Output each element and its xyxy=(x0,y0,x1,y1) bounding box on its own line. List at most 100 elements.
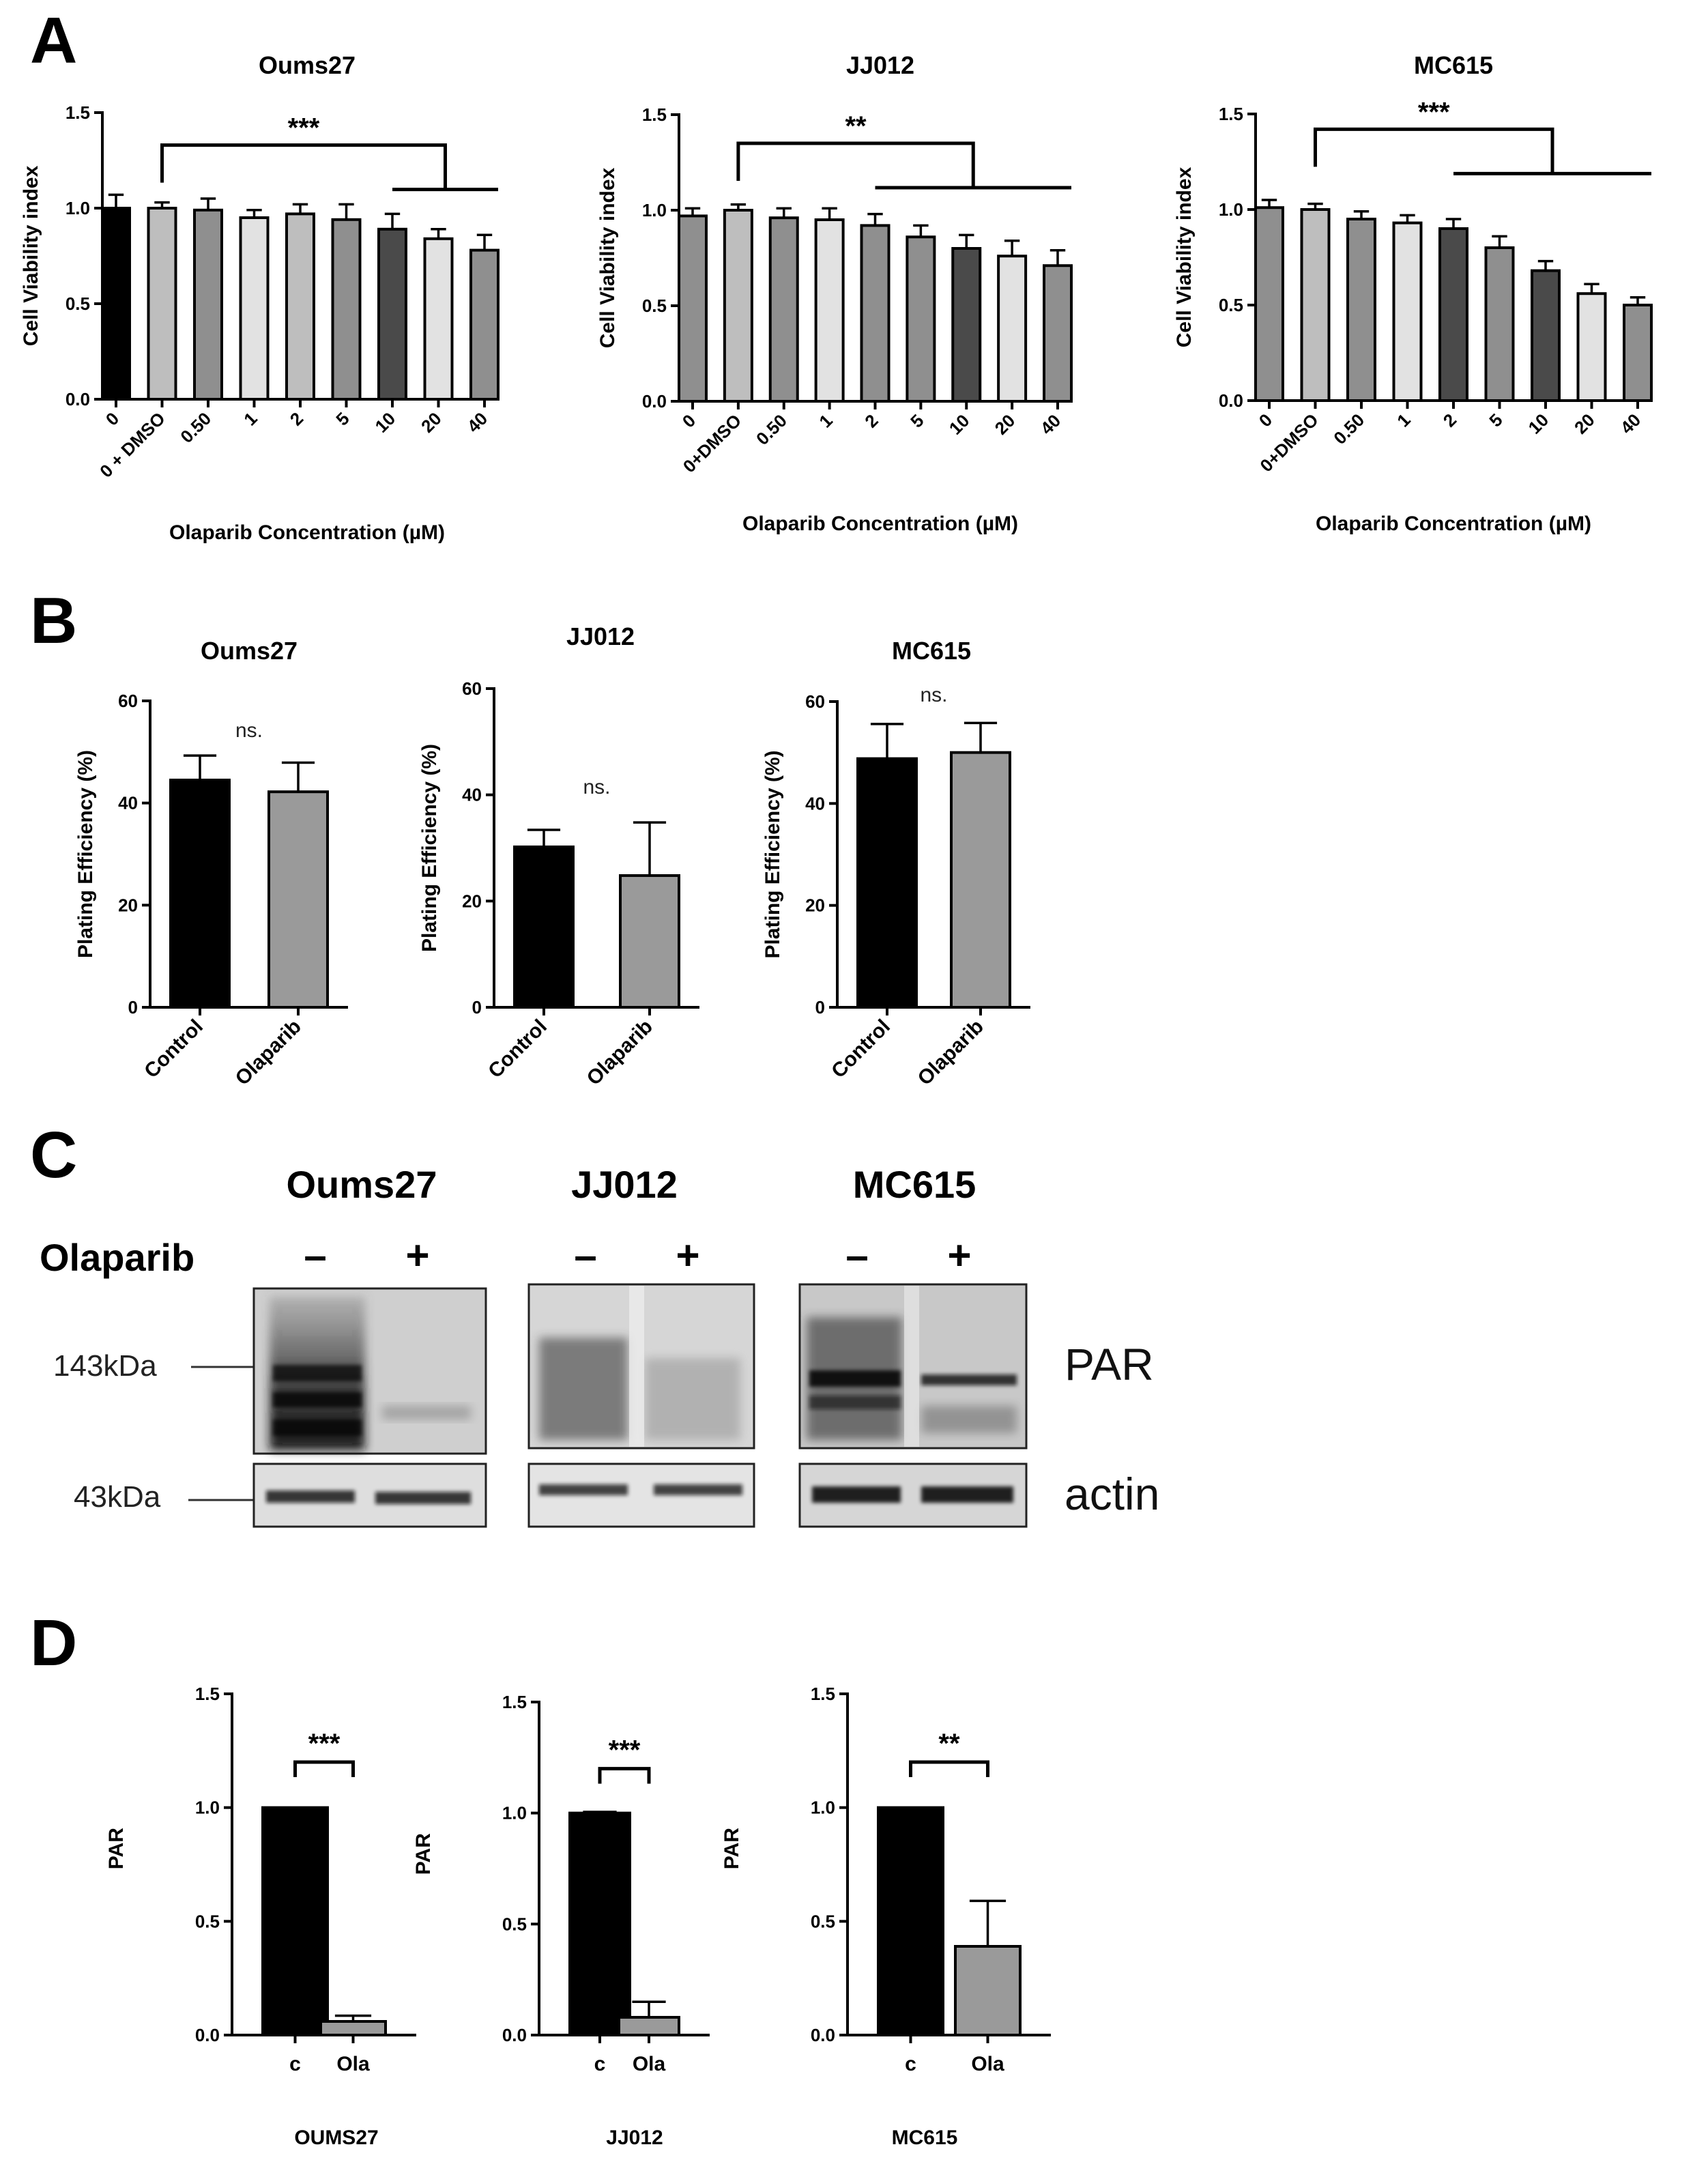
y-tick-label: 60 xyxy=(118,691,138,711)
y-tick-label: 1.5 xyxy=(195,1684,220,1704)
bar-20 xyxy=(423,237,454,401)
y-tick-label: 0.0 xyxy=(811,2025,835,2045)
lane-sign-plus: + xyxy=(676,1233,699,1278)
blot-actin-mc615 xyxy=(798,1462,1028,1528)
bar-c xyxy=(568,1811,631,2037)
y-tick-label: 40 xyxy=(462,785,482,805)
x-tick-label: 2 xyxy=(860,410,882,431)
bar-0.50 xyxy=(1346,218,1376,402)
x-tick-label: c xyxy=(594,2053,606,2075)
bar-Control xyxy=(169,778,231,1009)
x-axis-label: OUMS27 xyxy=(294,2127,378,2149)
bar-0+DMSO xyxy=(723,209,753,403)
bar-0 xyxy=(1254,206,1284,402)
x-tick-label: c xyxy=(905,2053,916,2075)
y-axis-label: PAR xyxy=(105,1828,128,1869)
x-tick-label: 10 xyxy=(1524,409,1553,438)
lane-sign-minus: – xyxy=(574,1233,596,1278)
ns-annotation: ns. xyxy=(583,776,610,798)
y-tick-label: 1.0 xyxy=(195,1798,220,1818)
bar-20 xyxy=(1576,292,1607,403)
x-tick-label: 1 xyxy=(1393,409,1414,431)
bar-10 xyxy=(1531,269,1561,402)
y-tick-label: 1.5 xyxy=(66,102,90,123)
y-tick-label: 0.0 xyxy=(502,2025,527,2045)
y-tick-label: 20 xyxy=(805,895,825,916)
x-axis-label: MC615 xyxy=(892,2127,958,2149)
significance-stars: ** xyxy=(845,111,867,141)
bar-1 xyxy=(814,218,845,403)
bar-40 xyxy=(1043,264,1073,403)
lane-sign-plus: + xyxy=(405,1233,429,1278)
y-tick-label: 60 xyxy=(462,678,482,699)
bar-10 xyxy=(951,247,982,403)
y-axis-label: Cell Viability index xyxy=(1173,167,1196,347)
blot-cell-line-mc615: MC615 xyxy=(853,1163,976,1206)
y-tick-label: 1.0 xyxy=(66,198,90,218)
bar-Control xyxy=(856,757,918,1009)
bar-1 xyxy=(239,216,270,401)
y-tick-label: 0.0 xyxy=(642,391,667,412)
significance-stars: ** xyxy=(938,1729,960,1759)
significance-stars: *** xyxy=(1418,97,1450,127)
bar-Ola xyxy=(618,2015,680,2037)
y-tick-label: 1.0 xyxy=(502,1803,527,1824)
bar-20 xyxy=(997,255,1028,403)
ns-annotation: ns. xyxy=(920,684,947,706)
chart-title: JJ012 xyxy=(566,622,635,650)
significance-stars: *** xyxy=(609,1735,641,1765)
blot-par-jj012 xyxy=(527,1283,755,1450)
bar-40 xyxy=(1623,304,1653,402)
bar-0 xyxy=(678,214,708,403)
chart-B2: 0 20 40 60 Control Olaparib Plating Efficiency… xyxy=(418,622,699,1090)
y-tick-label: 0.5 xyxy=(502,1914,527,1934)
chart-title: MC615 xyxy=(892,637,971,665)
blot-par-mc615 xyxy=(798,1283,1028,1450)
panel-letter-a: A xyxy=(30,4,77,77)
y-tick-label: 1.5 xyxy=(642,104,667,125)
chart-title: MC615 xyxy=(1414,51,1493,79)
significance-bracket xyxy=(909,1760,989,1777)
blot-actin-oums27 xyxy=(252,1462,487,1528)
band-label-actin: actin xyxy=(1065,1469,1159,1519)
x-axis-label: Olaparib Concentration (µM) xyxy=(169,521,445,544)
bar-0.50 xyxy=(768,216,799,403)
chart-title: JJ012 xyxy=(846,51,914,79)
marker-143kda: 143kDa xyxy=(53,1349,157,1383)
significance-bracket xyxy=(160,143,447,190)
y-tick-label: 0 xyxy=(128,997,138,1018)
y-tick-label: 20 xyxy=(118,895,138,915)
bar-0 xyxy=(101,207,131,401)
bar-0+DMSO xyxy=(1300,208,1331,402)
y-tick-label: 1.5 xyxy=(811,1684,835,1704)
bar-2 xyxy=(285,212,315,401)
y-tick-label: 1.0 xyxy=(642,200,667,220)
y-tick-label: 1.0 xyxy=(811,1798,835,1818)
bar-Olaparib xyxy=(267,790,329,1009)
x-tick-label: Olaparib xyxy=(583,1015,657,1090)
x-tick-label: 5 xyxy=(1485,409,1506,431)
y-tick-label: 0.5 xyxy=(1219,295,1243,315)
chart-B3: 0 20 40 60 Control Olaparib Plating Efficiency… xyxy=(762,637,1030,1090)
x-tick-label: 40 xyxy=(463,408,492,437)
y-tick-label: 0.5 xyxy=(811,1911,835,1931)
blot-cell-line-jj012: JJ012 xyxy=(571,1163,678,1206)
blot-actin-jj012 xyxy=(527,1462,755,1528)
x-tick-label: 2 xyxy=(286,408,307,429)
x-tick-label: 0.50 xyxy=(752,410,791,449)
y-tick-label: 0.0 xyxy=(195,2025,220,2045)
bar-10 xyxy=(377,227,407,401)
y-tick-label: 0.5 xyxy=(66,293,90,314)
x-tick-label: 0.50 xyxy=(1329,409,1368,448)
x-tick-label: 0 xyxy=(102,408,123,429)
bar-Ola xyxy=(954,1945,1022,2036)
y-tick-label: 20 xyxy=(462,891,482,911)
y-tick-label: 1.0 xyxy=(1219,199,1243,220)
x-tick-label: 20 xyxy=(1570,409,1599,438)
x-tick-label: Control xyxy=(827,1015,895,1083)
bar-Ola xyxy=(319,2020,387,2036)
